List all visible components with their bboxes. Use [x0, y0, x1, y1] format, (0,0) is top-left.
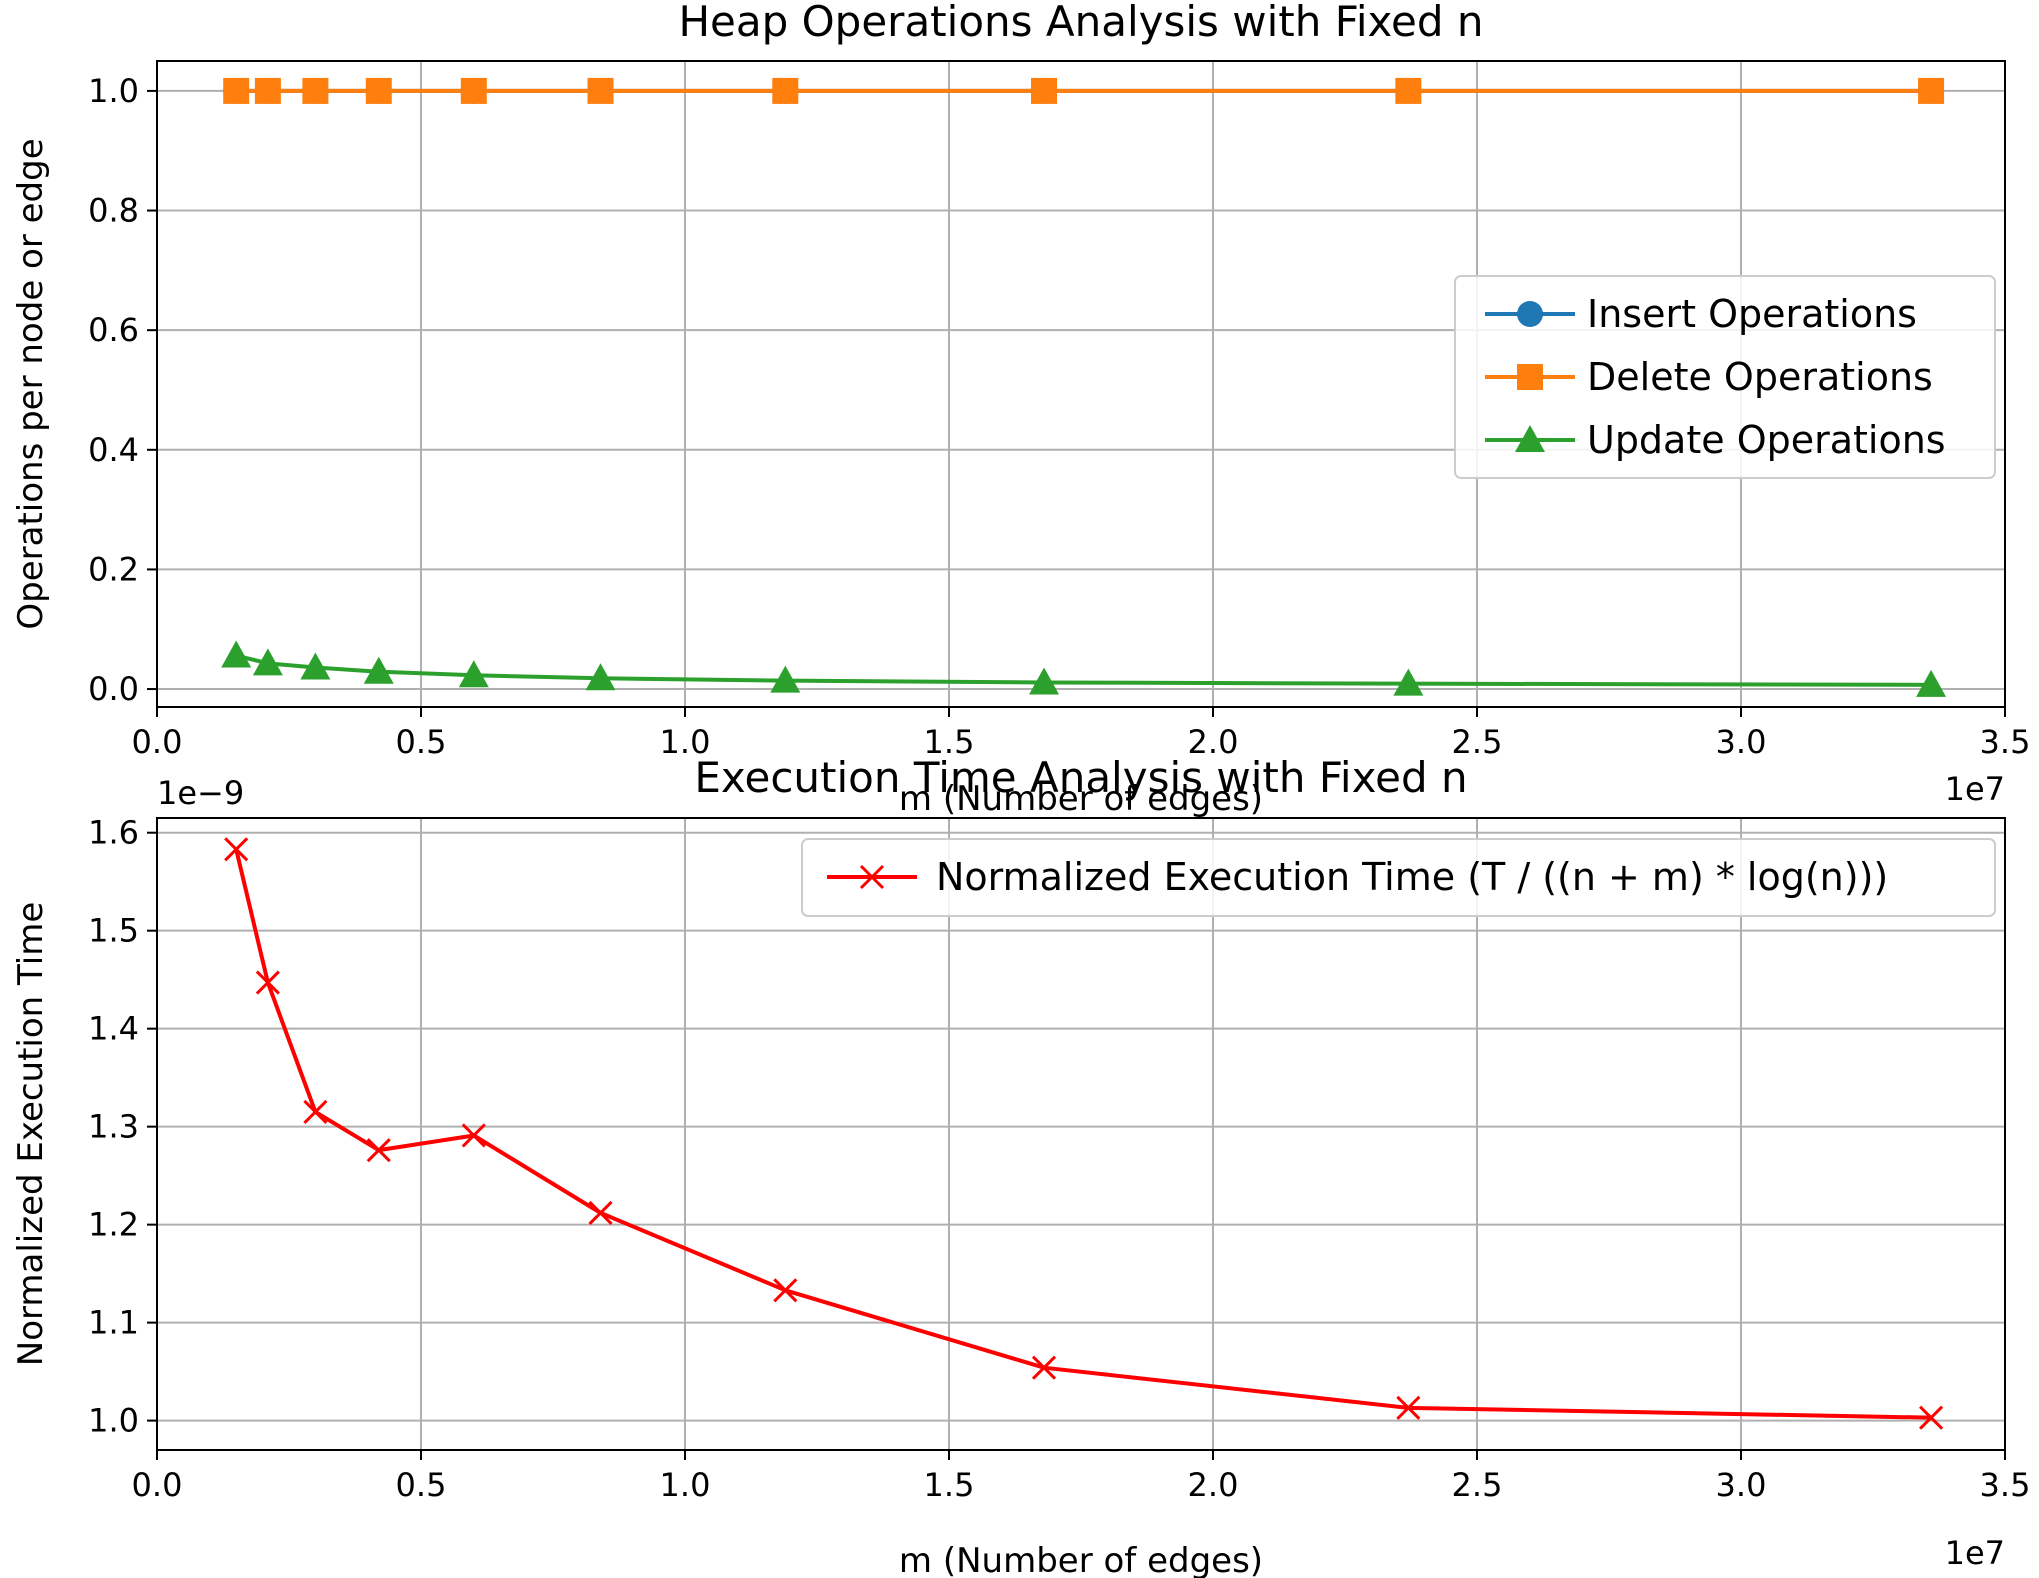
x-tick-label: 0.0	[132, 723, 183, 761]
data-point	[1395, 77, 1422, 104]
x-tick-label: 1.0	[660, 723, 711, 761]
data-point	[461, 1123, 486, 1148]
data-point	[224, 837, 249, 862]
data-point	[1393, 668, 1424, 696]
y-tick-label: 1.0	[88, 1402, 139, 1440]
data-point	[458, 660, 489, 688]
data-point	[223, 77, 250, 104]
x-tick-label: 3.5	[1980, 1466, 2031, 1504]
data-point	[255, 970, 280, 995]
legend-label: Normalized Execution Time (T / ((n + m) …	[936, 855, 1888, 899]
x-tick-label: 2.5	[1452, 723, 1503, 761]
data-point	[363, 656, 394, 684]
chart-panel-2: 0.0 0.5 1.0 1.5 2.0 2.5 3.0 3.5 1.0 1.1 1.2 1.3 1.4 1…	[11, 753, 2030, 1578]
plot-frame	[156, 817, 2006, 1451]
data-point	[365, 77, 392, 104]
legend-marker	[1515, 425, 1545, 452]
legend-box	[1454, 275, 1996, 479]
x-tick-label: 1.0	[660, 1466, 711, 1504]
y-tick-label: 1.4	[88, 1010, 139, 1048]
legend: Insert Operations Delete Operations Update…	[1454, 275, 1996, 479]
series-line-1	[234, 848, 1932, 1420]
data-point	[302, 77, 329, 104]
data-point	[585, 663, 616, 691]
x-tick-label: 1.5	[924, 1466, 975, 1504]
series-line-3	[235, 653, 1932, 687]
data-point	[252, 648, 283, 676]
data-point	[1916, 669, 1947, 697]
data-point	[1396, 1395, 1421, 1420]
x-tick-label: 0.0	[132, 1466, 183, 1504]
data-point	[773, 1278, 798, 1303]
y-tick-label: 0.0	[88, 670, 139, 708]
data-point	[1029, 667, 1060, 695]
y-tick-label: 0.8	[88, 192, 139, 230]
legend-marker	[859, 864, 885, 890]
chart-title: Heap Operations Analysis with Fixed n	[678, 0, 1483, 46]
data-point	[587, 77, 614, 104]
legend-label: Delete Operations	[1587, 355, 1933, 399]
data-point	[1919, 1405, 1944, 1430]
data-point	[221, 640, 252, 668]
chart-panel-1: 0.0 0.5 1.0 1.5 2.0 2.5 3.0 3.5 0.0 0.2 0.4 0.6 0.8 1…	[11, 0, 2030, 819]
data-point	[303, 1099, 328, 1125]
y-axis-label: Normalized Execution Time	[11, 902, 51, 1366]
data-point	[366, 1138, 391, 1163]
x-axis-label: m (Number of edges)	[899, 1541, 1263, 1578]
plot-frame	[156, 60, 2006, 708]
x-tick-label: 2.0	[1188, 723, 1239, 761]
legend-label: Insert Operations	[1587, 292, 1917, 336]
x-tick-label: 0.5	[396, 723, 447, 761]
legend: Normalized Execution Time (T / ((n + m) …	[801, 838, 1996, 917]
data-point	[772, 77, 799, 104]
data-point	[300, 652, 331, 680]
legend-marker	[1517, 364, 1543, 390]
y-tick-label: 0.2	[88, 550, 139, 588]
x-tick-label: 0.5	[396, 1466, 447, 1504]
y-tick-label: 1.0	[88, 72, 139, 110]
chart-title: Execution Time Analysis with Fixed n	[694, 753, 1467, 802]
y-tick-label: 0.6	[88, 311, 139, 349]
data-point	[1918, 77, 1945, 104]
x-tick-label: 3.0	[1716, 1466, 1767, 1504]
x-tick-label: 3.5	[1980, 723, 2031, 761]
data-point	[1031, 77, 1058, 104]
data-point	[588, 1200, 613, 1225]
x-tick-label: 1.5	[924, 723, 975, 761]
data-point	[1031, 1355, 1057, 1380]
data-point	[460, 77, 487, 104]
data-point	[770, 665, 801, 693]
x-offset-label: 1e7	[1945, 1534, 2005, 1572]
x-tick-label: 2.0	[1188, 1466, 1239, 1504]
y-axis-label: Operations per node or edge	[11, 138, 51, 629]
y-offset-label: 1e−9	[157, 774, 244, 812]
x-axis-label: m (Number of edges)	[899, 779, 1263, 819]
y-tick-label: 1.3	[88, 1108, 139, 1146]
y-tick-label: 1.2	[88, 1206, 139, 1244]
y-tick-label: 1.5	[88, 912, 139, 950]
legend-label: Update Operations	[1587, 418, 1946, 462]
x-offset-label: 1e7	[1945, 770, 2005, 808]
legend-box	[801, 838, 1996, 917]
data-point	[254, 77, 281, 104]
legend-marker	[1517, 301, 1543, 327]
x-tick-label: 3.0	[1716, 723, 1767, 761]
y-tick-label: 1.1	[88, 1304, 139, 1342]
x-tick-label: 2.5	[1452, 1466, 1503, 1504]
y-tick-label: 0.4	[88, 431, 139, 469]
y-tick-label: 1.6	[88, 814, 139, 852]
